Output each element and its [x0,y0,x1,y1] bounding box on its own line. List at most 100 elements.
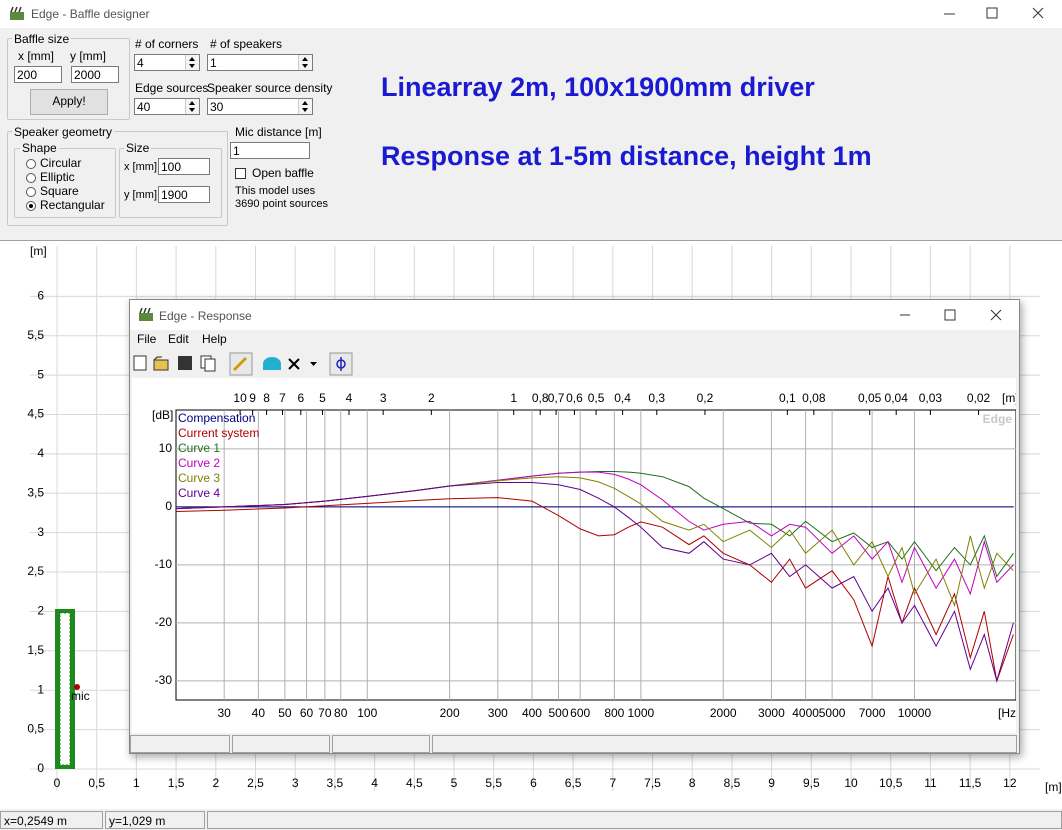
maximize[interactable] [986,7,998,19]
x-tick-label: 1 [133,776,140,790]
apply-button[interactable]: Apply! [30,89,108,115]
top-tick-label: 0,03 [919,391,943,405]
top-tick-label: 0,5 [588,391,605,405]
text-field[interactable]: 2000 [71,66,119,83]
radio[interactable] [26,187,36,197]
top-tick-label: 0,4 [614,391,631,405]
x-unit: [m] [1045,780,1062,794]
spinner[interactable]: 30 [207,98,313,115]
open-button[interactable] [153,356,169,371]
app-icon [139,307,153,321]
spinner[interactable]: 40 [134,98,200,115]
curve [175,497,1014,683]
y-tick-label: 5,5 [27,328,44,342]
group-label: Speaker geometry [12,125,115,139]
menu-item[interactable]: Edit [168,332,189,346]
value: 40 [137,100,151,114]
x-tick-label: 30 [218,706,232,720]
text-field[interactable]: 100 [158,158,210,175]
speaker-button[interactable] [263,357,281,370]
x-tick-label: 2 [212,776,219,790]
top-tick-label: 1 [510,391,517,405]
save-button[interactable] [178,356,192,370]
checkbox-label[interactable]: Open baffle [252,166,314,180]
x-tick-label: 3000 [758,706,785,720]
legend-entry: Curve 1 [178,441,220,455]
top-tick-label: 0,7 [548,391,565,405]
x-tick-label: 7,5 [644,776,661,790]
radio-label[interactable]: Rectangular [40,198,105,212]
toolbar [133,352,353,376]
x-tick-label: 5000 [819,706,846,720]
mic-label: mic [71,689,90,703]
legend-entry: Curve 3 [178,471,220,485]
x-tick-label: 600 [570,706,590,720]
x-tick-label: 6 [530,776,537,790]
value: 1 [210,56,217,70]
maximize[interactable] [944,309,956,321]
status-panel [232,735,330,753]
value: 4 [137,56,144,70]
y-tick-label: 5 [37,367,44,381]
x-tick-label: 60 [300,706,314,720]
radio-label[interactable]: Elliptic [40,170,75,184]
spinner[interactable]: 1 [207,54,313,71]
radio[interactable] [26,201,36,211]
top-tick-label: 4 [346,391,353,405]
x-tick-label: 7 [609,776,616,790]
x-tick-label: 400 [522,706,542,720]
radio[interactable] [26,173,36,183]
y-axis-label: [dB] [152,408,173,422]
x-tick-label: 5 [451,776,458,790]
label: Edge sources [135,81,209,95]
group-label: Baffle size [12,32,72,46]
x-tick-label: 4000 [792,706,819,720]
radio-label[interactable]: Square [40,184,79,198]
label: # of speakers [210,37,283,51]
checkbox[interactable] [235,168,246,179]
size-group [119,148,222,218]
driver [59,612,71,766]
x-tick-label: 10,5 [879,776,903,790]
y-unit: [m] [30,244,47,258]
y-tick-label: 1,5 [27,643,44,657]
spinner[interactable]: 4 [134,54,200,71]
top-tick-label: 8 [263,391,270,405]
plot-area [175,409,1016,701]
top-tick-label: 0,04 [885,391,909,405]
delete-button[interactable] [288,358,300,370]
status-panel [432,735,1017,753]
control-panel: Baffle size x [mm] y [mm] 200 2000 Apply… [0,28,1062,241]
text-field[interactable]: 1 [230,142,310,159]
x-tick-label: 8,5 [724,776,741,790]
value: 30 [210,100,224,114]
y-tick-label: 2,5 [27,564,44,578]
label: x [mm] [124,161,157,173]
x-tick-label: 6,5 [565,776,582,790]
y-tick-label: 10 [159,441,173,455]
x-tick-label: 50 [278,706,292,720]
radio[interactable] [26,159,36,169]
shape-group [14,148,116,218]
close[interactable] [990,309,1002,321]
menu-item[interactable]: File [137,332,157,346]
x-tick-label: 2000 [710,706,737,720]
top-tick-label: 0,6 [566,391,583,405]
x-tick-label: 1000 [628,706,655,720]
title-bar: Edge - Baffle designer [0,0,1062,28]
close[interactable] [1032,7,1044,19]
y-tick-label: 4,5 [27,407,44,421]
radio-label[interactable]: Circular [40,156,82,170]
legend-entry: Curve 4 [178,486,220,500]
new-button[interactable] [133,355,147,371]
menu-item[interactable]: Help [202,332,227,346]
text-field[interactable]: 1900 [158,186,210,203]
x-tick-label: 100 [357,706,377,720]
x-tick-label: 10000 [898,706,932,720]
label: x [mm] [18,49,54,63]
info-text: 3690 point sources [235,198,328,210]
y-tick-label: 3,5 [27,485,44,499]
top-tick-label: 0,8 [532,391,549,405]
text-field[interactable]: 200 [14,66,62,83]
window-title: Edge - Baffle designer [31,7,150,21]
